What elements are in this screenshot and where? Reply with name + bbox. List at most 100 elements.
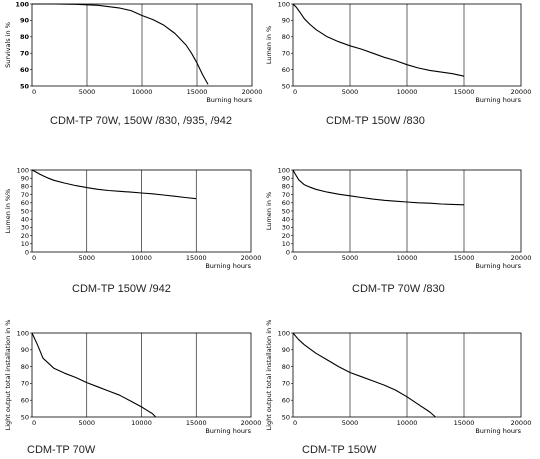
x-tick-label: 20000 — [242, 88, 263, 96]
y-tick-label: 60 — [21, 199, 29, 207]
x-tick-label: 20000 — [241, 419, 262, 427]
y-tick-label: 50 — [20, 82, 30, 90]
x-tick-label: 0 — [32, 254, 36, 262]
x-tick-label: 10000 — [131, 254, 152, 262]
y-tick-label: 40 — [282, 216, 290, 224]
x-axis-label: Burning hours — [475, 262, 521, 270]
chart-4: 0 5000 10000 15000 20000 01020304050607080901… — [265, 166, 531, 270]
x-tick-label: 5000 — [342, 254, 359, 262]
y-tick-label: 50 — [21, 413, 29, 421]
x-tick-label: 0 — [293, 88, 297, 96]
y-tick-label: 100 — [15, 0, 29, 8]
x-tick-label: 15000 — [454, 88, 475, 96]
series-line-1 — [292, 169, 465, 206]
y-tick-label: 0 — [25, 248, 29, 256]
y-tick-label: 10 — [21, 240, 29, 248]
x-tick-label: 5000 — [78, 419, 95, 427]
y-tick-label: 100 — [17, 329, 29, 337]
y-tick-label: 60 — [282, 397, 290, 405]
y-axis-label: Lumen in %% — [4, 189, 12, 234]
y-tick-label: 100 — [278, 329, 290, 337]
x-tick-label: 10000 — [397, 419, 418, 427]
chart-1: 0 5000 10000 15000 20000 50 60 70 80 90 100 Burning… — [4, 0, 262, 104]
chart-caption: CDM-TP 150W /830 — [326, 115, 425, 127]
chart-caption: CDM-TP 150W /942 — [72, 283, 171, 295]
series-line-1 — [31, 332, 157, 418]
y-tick-label: 70 — [21, 191, 29, 199]
x-axis-label: Burning hours — [475, 96, 521, 104]
y-tick-label: 20 — [282, 232, 290, 240]
x-tick-label: 0 — [32, 88, 36, 96]
y-tick-label: 60 — [20, 66, 30, 74]
y-tick-label: 30 — [282, 224, 290, 232]
y-tick-label: 80 — [21, 183, 29, 191]
y-tick-label: 100 — [278, 166, 290, 174]
chart-5: 0 5000 10000 15000 20000 50 60 70 80 90 100 Burning… — [4, 320, 261, 435]
y-tick-label: 70 — [282, 50, 290, 58]
y-tick-label: 90 — [282, 175, 290, 183]
y-tick-label: 90 — [20, 17, 30, 25]
y-tick-label: 90 — [21, 346, 29, 354]
series-line-1 — [292, 332, 436, 418]
y-tick-label: 90 — [282, 17, 290, 25]
y-axis-label: Lumen in % — [265, 192, 273, 230]
y-tick-label: 70 — [20, 50, 30, 58]
y-tick-label: 10 — [282, 240, 290, 248]
y-tick-label: 90 — [282, 346, 290, 354]
x-tick-label: 5000 — [342, 88, 359, 96]
x-tick-label: 0 — [293, 254, 297, 262]
chart-caption: CDM-TP 150W — [302, 444, 377, 456]
x-tick-label: 10000 — [132, 88, 153, 96]
y-tick-label: 100 — [278, 0, 290, 8]
y-tick-label: 100 — [17, 166, 29, 174]
x-tick-label: 20000 — [241, 254, 262, 262]
chart-caption: CDM-TP 70W — [27, 444, 96, 456]
x-axis-label: Burning hours — [475, 427, 521, 435]
chart-2: 0 5000 10000 15000 20000 50 60 70 80 90 100 Burning… — [265, 0, 531, 104]
x-tick-label: 5000 — [78, 254, 95, 262]
y-tick-label: 60 — [21, 397, 29, 405]
chart-caption: CDM-TP 70W, 150W /830, /935, /942 — [50, 115, 232, 127]
x-tick-label: 15000 — [187, 88, 208, 96]
x-tick-label: 10000 — [397, 88, 418, 96]
x-tick-label: 5000 — [342, 419, 359, 427]
x-tick-label: 15000 — [454, 419, 475, 427]
y-tick-label: 80 — [282, 183, 290, 191]
y-tick-label: 50 — [21, 207, 29, 215]
x-tick-label: 5000 — [79, 88, 96, 96]
y-axis-label: Survivals in % — [4, 22, 12, 68]
x-tick-label: 10000 — [131, 419, 152, 427]
chart-3: 0 5000 10000 15000 20000 01020304050607080901… — [4, 166, 261, 270]
series-line-1 — [292, 3, 465, 77]
x-tick-label: 15000 — [454, 254, 475, 262]
x-axis-label: Burning hours — [205, 427, 251, 435]
y-tick-label: 70 — [21, 380, 29, 388]
x-tick-label: 0 — [293, 419, 297, 427]
x-tick-label: 20000 — [511, 254, 532, 262]
y-tick-label: 50 — [282, 82, 290, 90]
y-axis-label: Lumen in % — [265, 26, 273, 64]
y-tick-label: 80 — [21, 363, 29, 371]
y-tick-label: 60 — [282, 66, 290, 74]
x-tick-label: 20000 — [511, 419, 532, 427]
x-axis-label: Burning hours — [206, 96, 252, 104]
y-tick-label: 80 — [282, 33, 290, 41]
series-line-1 — [32, 3, 209, 85]
chart-caption: CDM-TP 70W /830 — [352, 283, 445, 295]
y-tick-label: 80 — [20, 33, 30, 41]
x-axis-label: Burning hours — [205, 262, 251, 270]
y-axis-label: Light output total installation in % — [265, 320, 273, 431]
y-tick-label: 50 — [282, 207, 290, 215]
y-tick-label: 90 — [21, 175, 29, 183]
x-tick-label: 15000 — [186, 254, 207, 262]
y-tick-label: 40 — [21, 216, 29, 224]
y-tick-label: 20 — [21, 232, 29, 240]
series-line-1 — [31, 169, 197, 200]
x-tick-label: 20000 — [511, 88, 532, 96]
y-tick-label: 70 — [282, 191, 290, 199]
y-axis-label: Light output total installation in % — [4, 320, 12, 431]
x-tick-label: 0 — [32, 419, 36, 427]
y-tick-label: 50 — [282, 413, 290, 421]
y-tick-label: 30 — [21, 224, 29, 232]
